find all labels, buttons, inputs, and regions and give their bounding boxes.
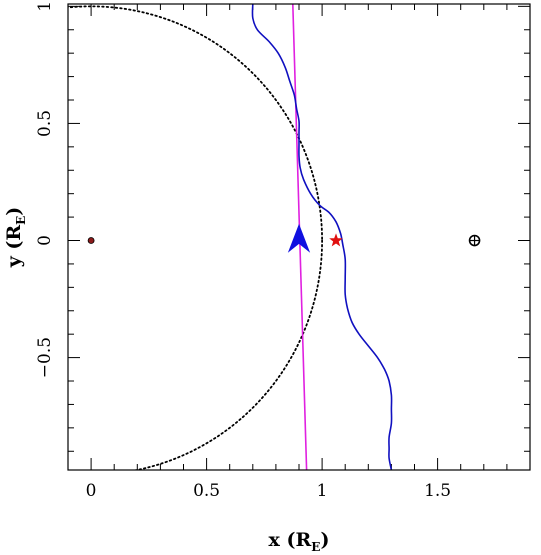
x-tick-label: 0 bbox=[86, 481, 97, 501]
y-axis-label: y (RE) bbox=[3, 207, 28, 269]
blue-arrow bbox=[287, 223, 311, 253]
y-tick-label: 0 bbox=[35, 235, 55, 246]
earth-symbol bbox=[468, 234, 481, 247]
unit-circle bbox=[68, 5, 323, 470]
blue-curve bbox=[251, 4, 393, 470]
x-axis-label: x (RE) bbox=[269, 529, 330, 554]
tick-labels: 0 0.5 1 1.5 −0.5 0 0.5 1 bbox=[35, 1, 451, 501]
markers bbox=[87, 223, 481, 253]
plot-frame bbox=[67, 3, 531, 471]
minor-ticks bbox=[67, 4, 531, 470]
y-tick-label: 0.5 bbox=[35, 110, 55, 137]
red-star bbox=[329, 233, 343, 247]
x-tick-label: 0.5 bbox=[193, 481, 220, 501]
y-tick-label: −0.5 bbox=[35, 337, 55, 378]
origin-dot bbox=[87, 237, 95, 244]
x-tick-label: 1.5 bbox=[424, 481, 451, 501]
y-tick-label: 1 bbox=[35, 1, 55, 12]
x-tick-label: 1 bbox=[317, 481, 328, 501]
